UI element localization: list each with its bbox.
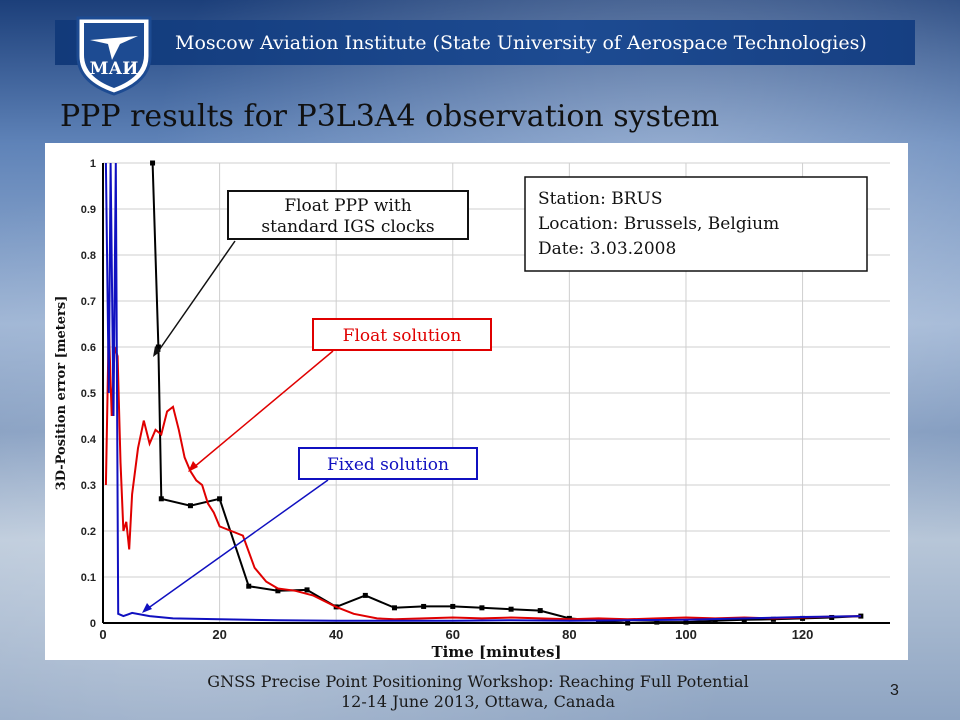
slide-title: PPP results for P3L3A4 observation syste… (60, 99, 720, 134)
x-tick-label: 120 (792, 627, 814, 642)
station-info-line: Location: Brussels, Belgium (538, 214, 779, 234)
y-tick-label: 0.4 (81, 434, 97, 446)
fixed-solution-arrowhead (142, 603, 152, 613)
data-point-float_ppp (150, 160, 156, 166)
y-axis-label: 3D-Position error [meters] (54, 296, 69, 491)
y-tick-label: 0.5 (81, 388, 96, 400)
page-number: 3 (890, 682, 899, 699)
station-info-line: Date: 3.03.2008 (538, 239, 676, 259)
series-line-float_solution (104, 323, 861, 621)
x-tick-label: 80 (562, 627, 576, 642)
x-tick-label: 100 (675, 627, 697, 642)
data-point-float_ppp (304, 587, 310, 593)
data-point-float_ppp (479, 605, 485, 611)
data-point-float_ppp (508, 606, 514, 612)
data-point-float_ppp (537, 608, 543, 614)
y-tick-label: 0.8 (81, 250, 96, 262)
float-solution-arrow (192, 350, 334, 469)
data-point-float_ppp (712, 618, 718, 624)
series-line-fixed_solution (104, 162, 861, 622)
float-ppp-arrowhead (153, 346, 161, 357)
y-tick-label: 0.3 (81, 480, 96, 492)
data-point-float_ppp (158, 496, 164, 502)
float-ppp-box (227, 190, 469, 240)
airplane-icon (90, 36, 138, 60)
float-solution-arrowhead (188, 461, 198, 472)
fixed-solution-box (298, 447, 478, 480)
footer: GNSS Precise Point Positioning Workshop:… (0, 672, 960, 712)
chart-panel: 0 0.1 0.2 0.3 0.4 0.5 0.6 0.7 0.8 0.9 1 0 20 40 60 80 10… (45, 143, 908, 660)
y-tick-label: 1 (90, 158, 96, 170)
fixed-solution-label: Fixed solution (327, 455, 449, 475)
series (104, 160, 864, 626)
y-tick-label: 0 (90, 618, 96, 630)
data-point-float_ppp (391, 605, 397, 611)
station-info-line: Station: BRUS (538, 189, 662, 209)
mai-logo: МАИ (76, 16, 152, 96)
y-tick-label: 0.1 (81, 572, 96, 584)
data-point-float_ppp (654, 619, 660, 625)
x-tick-label: 60 (446, 627, 460, 642)
float-solution-label: Float solution (343, 326, 462, 346)
y-tick-label: 0.9 (81, 204, 96, 216)
axes: 0 0.1 0.2 0.3 0.4 0.5 0.6 0.7 0.8 0.9 1 0 20 40 60 80 10… (54, 158, 890, 660)
float-solution-box (312, 318, 492, 351)
data-point-float_ppp (362, 592, 368, 598)
data-point-float_ppp (625, 620, 631, 626)
data-point-float_ppp (421, 603, 427, 609)
header-bar (55, 20, 915, 65)
data-point-float_ppp (187, 503, 193, 509)
x-tick-label: 40 (329, 627, 343, 642)
organization-name: Moscow Aviation Institute (State Univers… (175, 32, 867, 54)
float-ppp-arrow (156, 240, 236, 354)
fixed-solution-arrow (146, 479, 329, 610)
data-point-float_ppp (155, 344, 161, 350)
data-point-float_ppp (683, 619, 689, 625)
station-info-box (524, 176, 868, 272)
y-tick-label: 0.2 (81, 526, 96, 538)
x-axis-label: Time [minutes] (432, 643, 562, 660)
x-tick-label: 0 (99, 627, 106, 642)
logo-text: МАИ (90, 59, 139, 79)
data-point-float_ppp (275, 588, 281, 594)
x-tick-label: 20 (212, 627, 226, 642)
data-point-float_ppp (450, 603, 456, 609)
float-ppp-label: standard IGS clocks (261, 217, 434, 237)
float-ppp-label: Float PPP with (284, 196, 411, 216)
y-tick-label: 0.6 (81, 342, 96, 354)
position-error-chart: 0 0.1 0.2 0.3 0.4 0.5 0.6 0.7 0.8 0.9 1 0 20 40 60 80 10… (54, 158, 890, 660)
footer-line-1: GNSS Precise Point Positioning Workshop:… (207, 672, 749, 691)
footer-line-2: 12-14 June 2013, Ottawa, Canada (340, 692, 615, 711)
data-point-float_ppp (217, 496, 223, 502)
data-point-float_ppp (741, 617, 747, 623)
y-tick-label: 0.7 (81, 296, 96, 308)
data-point-float_ppp (246, 583, 252, 589)
